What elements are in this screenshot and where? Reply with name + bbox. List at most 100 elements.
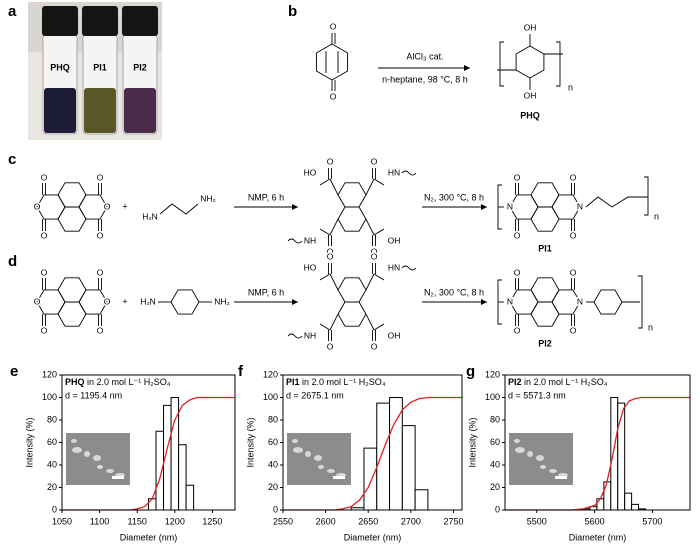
- y-axis-label: Intensity (%): [467, 417, 477, 467]
- x-tick-label: 1250: [202, 516, 222, 526]
- atom-label: O: [514, 267, 521, 277]
- bracket: [644, 176, 649, 216]
- atom-label: O: [514, 230, 521, 240]
- sem-particle: [93, 455, 101, 461]
- product-name: PI1: [538, 243, 552, 253]
- atom-label: O: [570, 325, 577, 335]
- sem-particle: [305, 451, 311, 457]
- y-tick-label: 120: [42, 369, 57, 379]
- y-tick-label: 60: [268, 437, 278, 447]
- repeat-unit: n: [654, 211, 659, 221]
- ring: [337, 277, 367, 303]
- panel-label: c: [8, 151, 16, 168]
- repeat-unit: n: [568, 82, 573, 92]
- atom-label: O: [97, 267, 104, 277]
- vial-liquid: [84, 88, 116, 133]
- repeat-unit: n: [648, 322, 653, 332]
- wavy-bond: [287, 333, 303, 339]
- atom-label: OH: [388, 235, 401, 245]
- vial-label: PI2: [133, 62, 147, 72]
- atom-label: O: [41, 172, 48, 182]
- bond: [329, 313, 339, 331]
- bond: [365, 178, 375, 196]
- wavy-bond: [401, 265, 417, 271]
- sem-particle: [97, 465, 103, 469]
- sample-name: PI2: [508, 377, 522, 387]
- panel-label: g: [466, 363, 475, 380]
- cumulative-curve: [505, 396, 690, 511]
- y-tick-label: 20: [268, 482, 278, 492]
- bracket: [499, 41, 504, 87]
- sem-particle: [292, 439, 298, 443]
- atom-label: O: [41, 267, 48, 277]
- product-name: PI2: [538, 338, 552, 348]
- atom-label: O: [104, 296, 111, 306]
- atom-label: O: [97, 325, 104, 335]
- bond: [365, 218, 375, 236]
- sem-particle: [515, 447, 525, 453]
- medium: in 2.0 mol L⁻¹ H₂SO₄: [522, 377, 608, 387]
- cumulative-curve: [62, 396, 235, 511]
- y-tick-label: 100: [485, 392, 500, 402]
- ring: [530, 206, 560, 232]
- sem-particle: [536, 455, 544, 461]
- x-tick-label: 2650: [358, 516, 378, 526]
- arrow-head: [481, 299, 487, 305]
- atom-label: O: [34, 201, 41, 211]
- atom-label: O: [570, 172, 577, 182]
- ring: [509, 194, 539, 220]
- atom-label: OH: [524, 22, 537, 32]
- bond: [365, 273, 375, 291]
- y-tick-label: 100: [263, 392, 278, 402]
- ring: [36, 289, 66, 315]
- ring: [515, 45, 545, 79]
- x-tick-label: 1200: [165, 516, 185, 526]
- atom-label: O: [514, 325, 521, 335]
- x-axis-label: Diameter (nm): [569, 532, 627, 542]
- bond: [373, 273, 385, 281]
- y-tick-label: 0: [52, 504, 57, 514]
- bond: [319, 323, 331, 331]
- y-tick-label: 60: [490, 437, 500, 447]
- sem-particle: [327, 469, 335, 473]
- atom-label: O: [327, 246, 334, 256]
- histogram-bar: [610, 397, 619, 511]
- reaction-condition: N₂, 300 °C, 8 h: [424, 192, 484, 202]
- ring: [337, 206, 367, 232]
- panel-label: e: [10, 363, 18, 380]
- sem-particle: [293, 447, 303, 453]
- wavy-bond: [287, 238, 303, 244]
- medium: in 2.0 mol L⁻¹ H₂SO₄: [85, 377, 171, 387]
- histogram-bar: [414, 489, 429, 511]
- mean-diameter: d = 1195.4 nm: [65, 390, 122, 400]
- ring: [551, 194, 581, 220]
- atom-label: O: [371, 251, 378, 261]
- atom-label: O: [371, 156, 378, 166]
- panel-label: d: [8, 253, 17, 270]
- atom-label: N: [507, 201, 513, 211]
- atom-label: O: [41, 325, 48, 335]
- ring: [337, 301, 367, 327]
- cumulative-curve: [283, 396, 462, 511]
- y-tick-label: 100: [42, 392, 57, 402]
- atom-label: O: [97, 230, 104, 240]
- atom-label: O: [41, 230, 48, 240]
- vial-liquid: [124, 88, 156, 133]
- sem-particle: [71, 439, 77, 443]
- ring: [57, 301, 87, 327]
- y-tick-label: 20: [490, 482, 500, 492]
- histogram-bar: [401, 425, 416, 511]
- reaction-condition: N₂, 300 °C, 8 h: [424, 287, 484, 297]
- atom-label: O: [570, 267, 577, 277]
- atom-label: O: [34, 296, 41, 306]
- y-tick-label: 120: [263, 369, 278, 379]
- ring: [78, 194, 108, 220]
- histogram-bar: [185, 484, 195, 511]
- atom-label: HN: [388, 262, 400, 272]
- atom-label: O: [371, 246, 378, 256]
- panel-label: a: [8, 3, 17, 20]
- bracket: [556, 41, 561, 87]
- scale-bar: [555, 476, 567, 479]
- histogram-bar: [148, 498, 157, 511]
